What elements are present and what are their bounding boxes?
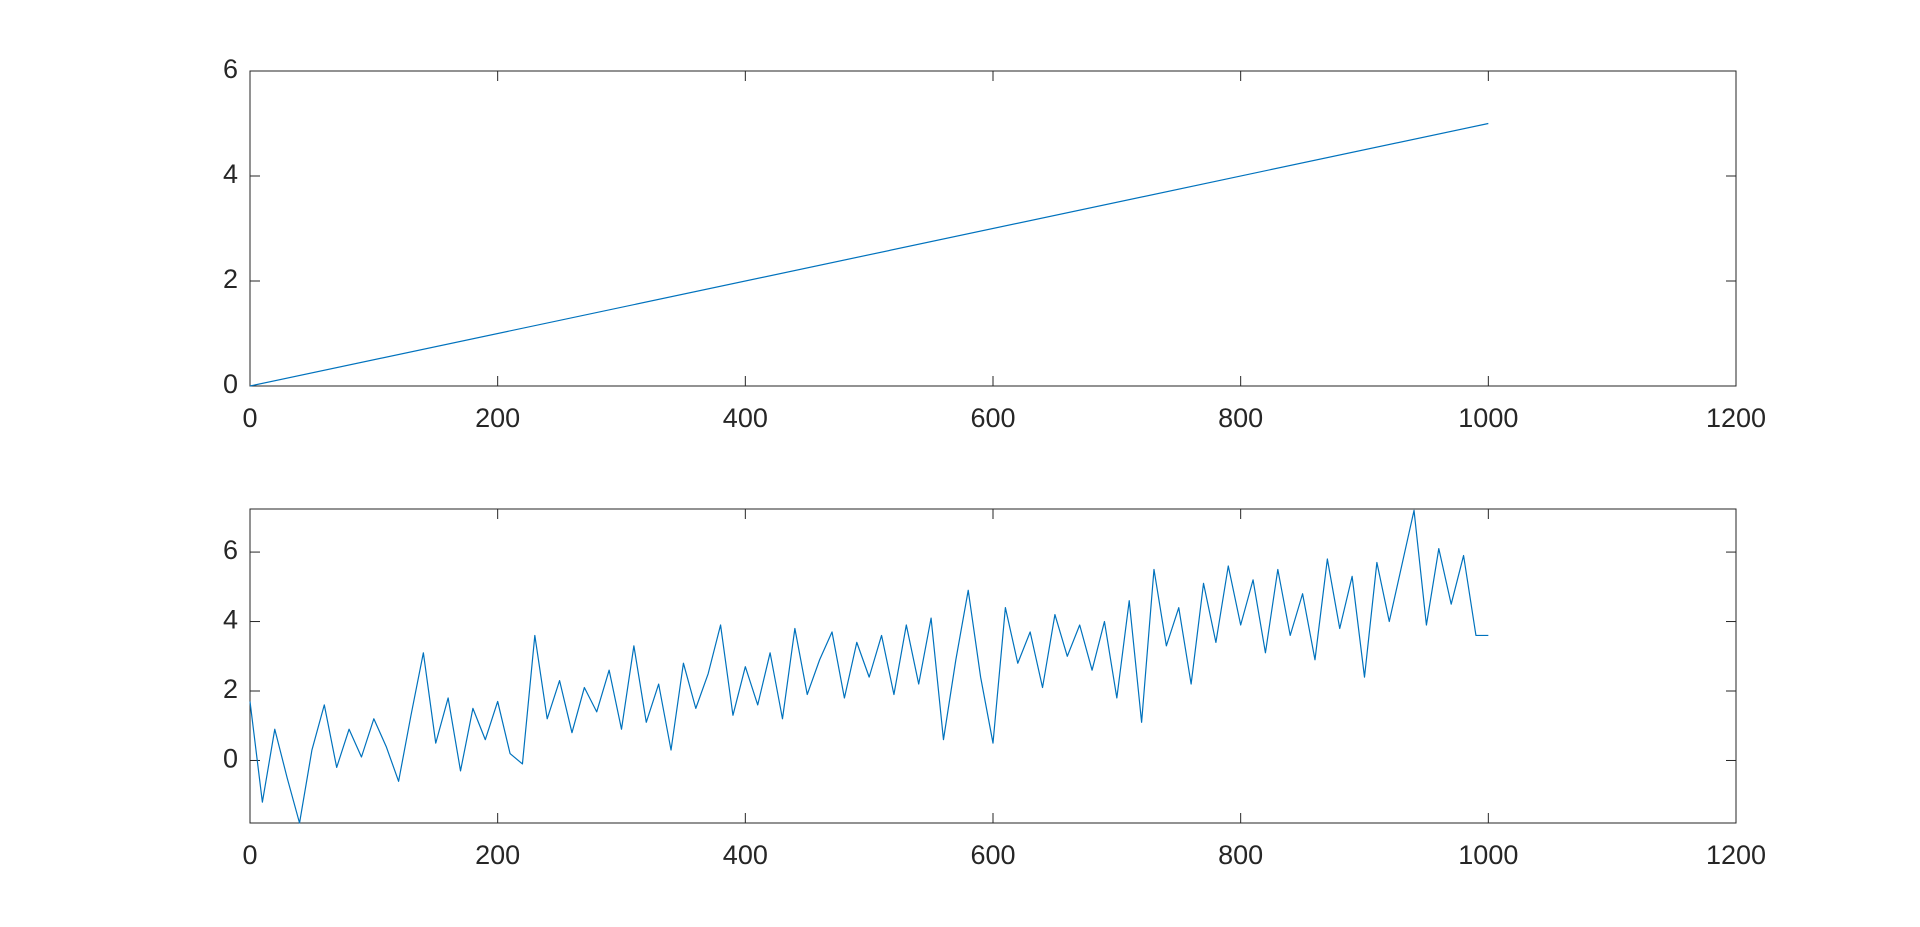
y-tick-label: 6 [223,54,238,84]
x-tick-label: 600 [970,403,1015,433]
y-tick-label: 2 [223,264,238,294]
x-tick-label: 0 [242,403,257,433]
data-line [249,122,1489,387]
x-tick-label: 800 [1218,840,1263,870]
y-tick-label: 4 [223,605,238,635]
y-tick-label: 6 [223,535,238,565]
y-tick-label: 0 [223,369,238,399]
x-tick-label: 200 [475,840,520,870]
x-tick-label: 1200 [1706,840,1766,870]
y-tick-label: 4 [223,159,238,189]
y-tick-label: 0 [223,744,238,774]
x-tick-label: 800 [1218,403,1263,433]
x-tick-label: 400 [723,403,768,433]
x-tick-label: 0 [242,840,257,870]
x-tick-label: 200 [475,403,520,433]
y-tick-label: 2 [223,674,238,704]
x-tick-label: 1000 [1458,840,1518,870]
x-tick-label: 400 [723,840,768,870]
axes-box [249,508,1737,824]
x-tick-label: 600 [970,840,1015,870]
x-tick-label: 1000 [1458,403,1518,433]
x-tick-label: 1200 [1706,403,1766,433]
data-line [249,509,1489,824]
